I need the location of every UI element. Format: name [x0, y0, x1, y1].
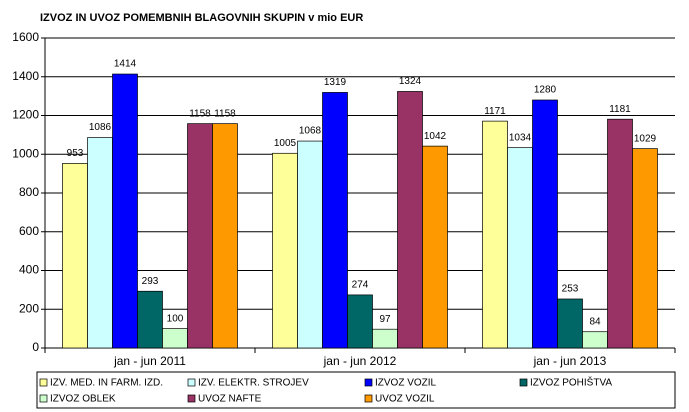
bar [137, 290, 163, 349]
chart-title: IZVOZ IN UVOZ POMEMBNIH BLAGOVNIH SKUPIN… [40, 12, 363, 24]
y-tick-label: 600 [19, 224, 39, 238]
data-label: 1280 [534, 85, 557, 96]
legend-label: UVOZ NAFTE [198, 394, 262, 405]
data-label: 1068 [299, 126, 322, 137]
y-tick-label: 1600 [12, 30, 39, 44]
legend-box [36, 371, 676, 409]
data-label: 1158 [189, 108, 211, 119]
legend-swatch [364, 378, 373, 387]
legend-swatch [39, 394, 48, 403]
data-label: 100 [167, 313, 184, 324]
data-label: 1029 [634, 133, 657, 144]
y-tick-label: 200 [19, 301, 39, 315]
bar [532, 99, 558, 349]
legend-swatch [364, 394, 373, 403]
data-label: 1181 [609, 104, 631, 115]
legend-label: IZVOZ VOZIL [375, 378, 437, 389]
data-label: 1158 [214, 108, 236, 119]
bar [297, 140, 323, 349]
bar [347, 294, 373, 349]
bar [482, 120, 508, 349]
bar [187, 123, 213, 349]
data-label: 293 [142, 276, 159, 287]
bar [607, 118, 633, 349]
bar [397, 91, 423, 349]
bar [272, 152, 298, 349]
bar [162, 328, 188, 349]
legend-swatch [187, 394, 196, 403]
data-label: 1086 [89, 122, 112, 133]
legend-label: UVOZ VOZIL [375, 394, 435, 405]
data-label: 84 [589, 316, 601, 327]
data-label: 1042 [424, 131, 447, 142]
data-label: 953 [67, 148, 84, 159]
bar [557, 298, 583, 349]
data-label: 274 [352, 280, 369, 291]
legend-swatch [39, 378, 48, 387]
data-label: 1319 [324, 77, 347, 88]
y-tick-label: 1400 [12, 69, 39, 83]
data-label: 1005 [274, 138, 297, 149]
data-label: 1034 [509, 132, 532, 143]
bar [212, 123, 238, 349]
y-tick-label: 1000 [12, 146, 39, 160]
legend-label: IZVOZ POHIŠTVA [530, 376, 612, 389]
bar [582, 331, 608, 349]
data-label: 97 [379, 314, 391, 325]
bar [507, 147, 533, 349]
bar [112, 73, 138, 349]
legend-label: IZV. MED. IN FARM. IZD. [50, 378, 163, 389]
legend-label: IZV. ELEKTR. STROJEV [198, 378, 309, 389]
bar [422, 145, 448, 349]
data-label: 253 [562, 284, 579, 295]
legend-swatch [519, 378, 528, 387]
bar [372, 328, 398, 349]
bar [87, 137, 113, 349]
y-tick-label: 400 [19, 263, 39, 277]
bar [62, 163, 88, 349]
bar [322, 92, 348, 349]
data-label: 1324 [399, 76, 422, 87]
y-tick-label: 1200 [12, 108, 39, 122]
bar [632, 148, 658, 349]
legend-swatch [187, 378, 196, 387]
data-label: 1171 [484, 106, 506, 117]
x-tick-label: jan - jun 2012 [323, 354, 397, 368]
data-label: 1414 [114, 59, 137, 70]
x-tick-label: jan - jun 2011 [113, 354, 186, 368]
y-tick-label: 800 [19, 185, 39, 199]
x-tick-label: jan - jun 2013 [533, 354, 607, 368]
legend-label: IZVOZ OBLEK [50, 394, 116, 405]
y-tick-label: 0 [32, 340, 39, 354]
